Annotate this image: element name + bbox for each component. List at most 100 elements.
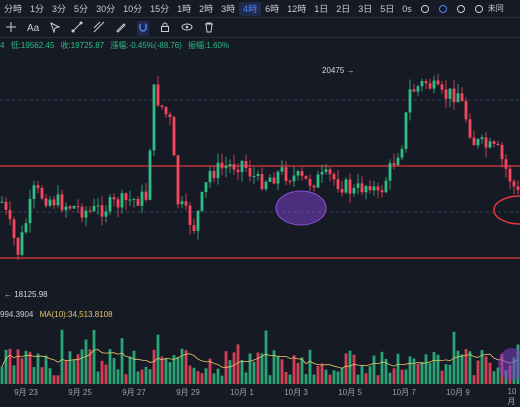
candle <box>0 201 4 203</box>
brush-icon[interactable] <box>115 21 127 36</box>
timeframe-17[interactable]: 0s <box>402 3 412 14</box>
info-amplitude: 振幅:1.60% <box>188 41 230 50</box>
candle <box>112 197 116 200</box>
candle <box>264 181 268 190</box>
volume-bar <box>72 360 76 384</box>
candle <box>116 199 120 208</box>
line-tool-icon[interactable] <box>71 21 83 36</box>
candle <box>312 185 316 188</box>
candle <box>48 199 52 206</box>
volume-bar <box>112 358 116 384</box>
candle <box>492 141 496 144</box>
timeframe-5[interactable]: 10分 <box>123 3 143 14</box>
candle <box>304 175 308 179</box>
volume-bar <box>108 349 112 384</box>
candle <box>424 81 428 84</box>
volume-bar <box>44 355 48 384</box>
ohlc-infobar: 4 低:19562.45 收:19725.87 漲幅:-0.45%(-88.76… <box>0 40 233 51</box>
volume-bar <box>280 359 284 384</box>
timeframe-11[interactable]: 6時 <box>265 3 280 14</box>
candle <box>52 199 56 206</box>
volume-bar <box>28 351 32 384</box>
ray-tool-icon[interactable] <box>93 21 105 36</box>
volume-bar <box>104 364 108 384</box>
magnet-icon[interactable] <box>137 20 150 36</box>
volume-highlight-ellipse[interactable] <box>498 348 520 380</box>
candle <box>100 205 104 217</box>
volume-bar <box>436 354 440 384</box>
lock-icon[interactable] <box>159 21 171 36</box>
candle <box>32 185 36 199</box>
timeframe-13[interactable]: 1日 <box>314 3 329 14</box>
cursor-icon[interactable] <box>49 21 61 36</box>
timeframe-4[interactable]: 30分 <box>96 3 116 14</box>
volume-bar <box>116 369 120 384</box>
volume-bar <box>440 370 444 384</box>
timeframe-2[interactable]: 3分 <box>52 3 67 14</box>
timeframe-10[interactable]: 4時 <box>239 1 262 16</box>
candle <box>44 198 48 206</box>
candle <box>12 219 16 238</box>
timeframe-7[interactable]: 1時 <box>177 3 192 14</box>
volume-bar <box>408 356 412 384</box>
candle <box>136 198 140 206</box>
crosshair-icon[interactable] <box>5 21 17 36</box>
candle <box>472 137 476 146</box>
volume-bar <box>232 352 236 384</box>
candle <box>392 163 396 165</box>
timeframe-8[interactable]: 2時 <box>199 3 214 14</box>
timeframe-14[interactable]: 2日 <box>336 3 351 14</box>
candle <box>132 198 136 200</box>
candle <box>212 170 216 179</box>
volume-bar <box>424 354 428 384</box>
timeframe-16[interactable]: 5日 <box>380 3 395 14</box>
gear-icon[interactable] <box>456 4 466 14</box>
volume-bar <box>404 369 408 384</box>
highlight-ellipse[interactable] <box>275 190 327 226</box>
candle <box>504 159 508 169</box>
volume-bar <box>184 350 188 384</box>
volume-bar <box>228 360 232 384</box>
candle <box>208 170 212 183</box>
volume-bar <box>352 354 356 384</box>
timeframe-15[interactable]: 3日 <box>358 3 373 14</box>
refresh-icon[interactable] <box>474 4 484 14</box>
timeframe-3[interactable]: 5分 <box>74 3 89 14</box>
candle <box>372 186 376 191</box>
timeframe-12[interactable]: 12時 <box>287 3 307 14</box>
eye-icon[interactable] <box>181 21 193 36</box>
volume-bar <box>168 362 172 384</box>
candle <box>16 237 20 255</box>
camera-icon[interactable] <box>420 4 430 14</box>
candle <box>120 193 124 208</box>
volume-bar <box>124 374 128 384</box>
timeframe-1[interactable]: 1分 <box>30 3 45 14</box>
candle <box>460 93 464 102</box>
candle <box>172 117 176 156</box>
candle <box>192 225 196 231</box>
candle <box>364 186 368 193</box>
candle <box>324 169 328 172</box>
volume-bar <box>144 366 148 384</box>
volume-bar <box>284 371 288 384</box>
time-label-6: 10月 5 <box>338 388 362 397</box>
volume-chart[interactable] <box>0 322 520 384</box>
marker-ellipse[interactable] <box>493 195 520 225</box>
candle <box>124 193 128 201</box>
trash-icon[interactable] <box>203 21 215 36</box>
candle <box>412 89 416 92</box>
candle <box>268 177 272 182</box>
volume-bar <box>96 371 100 384</box>
volume-bar <box>8 348 12 384</box>
volume-bar <box>160 356 164 384</box>
candlestick-chart[interactable] <box>0 52 520 312</box>
candle <box>232 164 236 170</box>
timeframe-0[interactable]: 分時 <box>4 3 23 14</box>
candle <box>488 141 492 148</box>
candle <box>360 183 364 193</box>
timeframe-6[interactable]: 15分 <box>150 3 170 14</box>
pen-icon[interactable] <box>438 4 448 14</box>
timeframe-9[interactable]: 3時 <box>221 3 236 14</box>
text-tool-button[interactable]: Aa <box>27 22 40 34</box>
volume-bar <box>380 351 384 384</box>
